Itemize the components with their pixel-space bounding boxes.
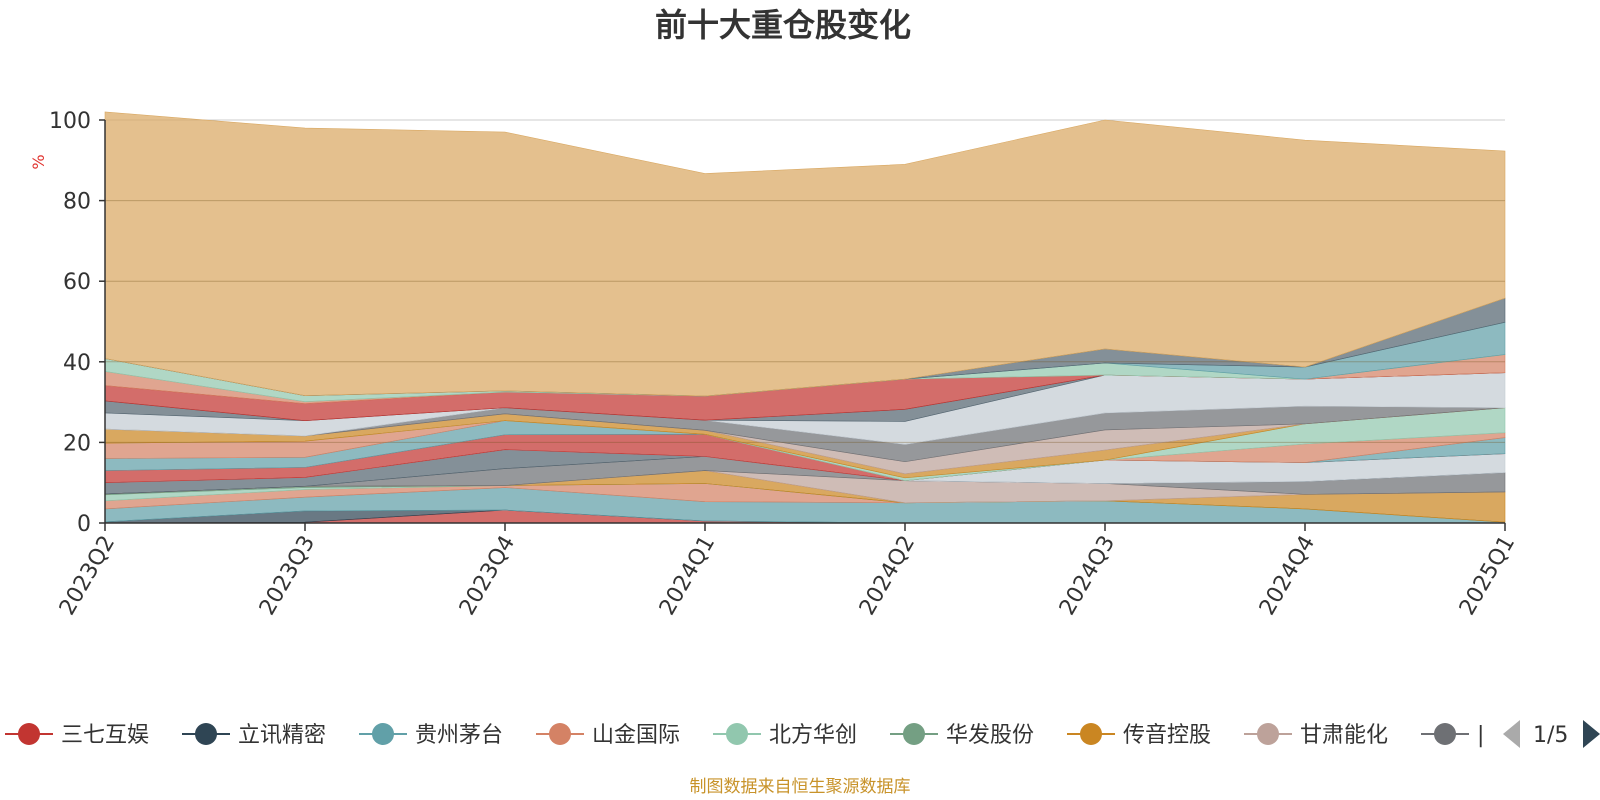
legend-prev-icon[interactable] bbox=[1503, 720, 1520, 748]
legend-marker bbox=[195, 723, 217, 745]
x-tick-label: 2023Q3 bbox=[255, 532, 320, 620]
legend-item[interactable]: 立讯精密 bbox=[182, 723, 326, 748]
y-tick-label: 100 bbox=[49, 109, 91, 134]
legend-marker bbox=[1257, 723, 1279, 745]
legend-item[interactable]: 三七互娱 bbox=[5, 723, 149, 748]
legend-marker bbox=[1434, 723, 1456, 745]
legend-item[interactable]: 传音控股 bbox=[1067, 723, 1211, 748]
x-tick-label: 2024Q3 bbox=[1055, 532, 1120, 620]
y-tick-label: 20 bbox=[63, 431, 91, 456]
legend-item[interactable]: 贵州茅台 bbox=[359, 723, 503, 748]
legend-item[interactable]: 山金国际 bbox=[536, 723, 680, 748]
y-tick-label: 80 bbox=[63, 190, 91, 215]
y-tick-label: 40 bbox=[63, 351, 91, 376]
y-axis-label: % bbox=[29, 154, 48, 169]
area-series bbox=[104, 111, 1506, 524]
x-tick-label: 2023Q2 bbox=[55, 532, 120, 620]
legend-marker bbox=[18, 723, 40, 745]
legend-label: 北方华创 bbox=[769, 723, 857, 748]
legend-label: 贵州茅台 bbox=[415, 723, 503, 748]
legend-label: 山金国际 bbox=[592, 723, 680, 748]
legend-item[interactable]: 北方华创 bbox=[713, 723, 857, 748]
y-tick-label: 0 bbox=[77, 512, 91, 537]
x-tick-label: 2023Q4 bbox=[455, 532, 520, 620]
legend-label: 甘肃能化 bbox=[1300, 723, 1388, 748]
source-note: 制图数据来自恒生聚源数据库 bbox=[690, 777, 911, 797]
legend-label: 立讯精密 bbox=[238, 723, 326, 748]
legend-marker bbox=[726, 723, 748, 745]
legend-label: 传音控股 bbox=[1123, 723, 1211, 748]
legend-marker bbox=[372, 723, 394, 745]
legend-page-label: 1/5 bbox=[1533, 723, 1568, 748]
y-tick-label: 60 bbox=[63, 270, 91, 295]
x-tick-label: 2024Q1 bbox=[655, 532, 720, 620]
x-tick-label: 2024Q2 bbox=[855, 532, 920, 620]
legend-next-icon[interactable] bbox=[1583, 720, 1600, 748]
legend-marker bbox=[549, 723, 571, 745]
chart-title: 前十大重仓股变化 bbox=[655, 6, 911, 44]
legend: 三七互娱 立讯精密 贵州茅台 山金国际 北方华创 华发股份 传音控股 甘肃能化 | 1/5 bbox=[5, 720, 1600, 748]
x-tick-label: 2025Q1 bbox=[1455, 532, 1520, 620]
legend-label: | bbox=[1477, 723, 1484, 748]
x-tick-label: 2024Q4 bbox=[1255, 532, 1320, 620]
legend-marker bbox=[1080, 723, 1102, 745]
legend-label: 华发股份 bbox=[946, 723, 1034, 748]
legend-item[interactable]: 华发股份 bbox=[890, 723, 1034, 748]
legend-label: 三七互娱 bbox=[61, 723, 149, 748]
area-其他 bbox=[104, 111, 1506, 397]
legend-marker bbox=[903, 723, 925, 745]
legend-item[interactable]: 甘肃能化 bbox=[1244, 723, 1388, 748]
legend-item[interactable]: | bbox=[1421, 723, 1484, 748]
